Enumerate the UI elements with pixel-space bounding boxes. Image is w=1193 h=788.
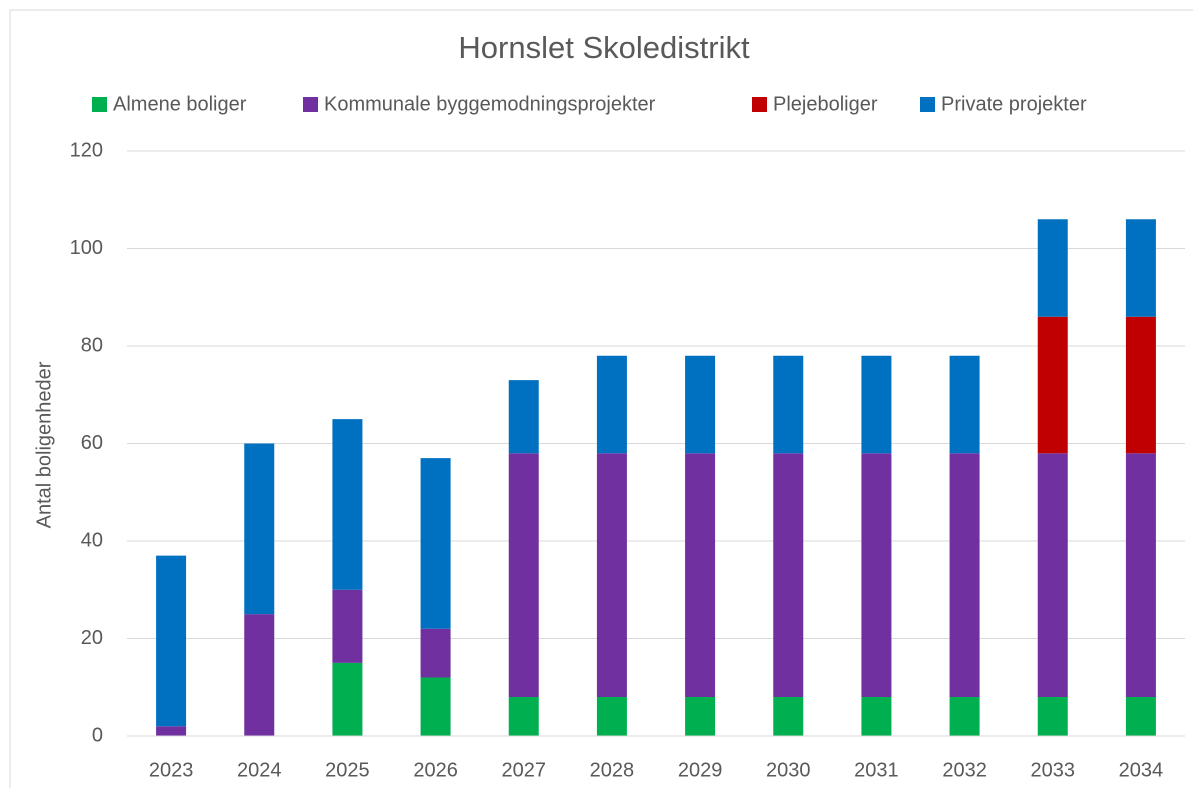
bar-segment bbox=[1037, 697, 1068, 736]
x-tick-label: 2030 bbox=[766, 759, 811, 781]
bar-segment bbox=[861, 453, 892, 697]
bar-segment bbox=[949, 697, 980, 736]
bar-segment bbox=[685, 355, 716, 454]
bar-segment bbox=[244, 614, 275, 736]
bar-segment bbox=[420, 458, 451, 629]
bar-segment bbox=[508, 380, 539, 454]
bar-segment bbox=[508, 453, 539, 697]
chart-title: Hornslet Skoledistrikt bbox=[458, 30, 750, 65]
bar-segment bbox=[332, 419, 363, 590]
bar-segment bbox=[244, 443, 275, 615]
bar-segment bbox=[1125, 697, 1156, 736]
y-axis-title: Antal boligenheder bbox=[33, 361, 55, 528]
legend-swatch bbox=[920, 97, 935, 112]
y-tick-label: 40 bbox=[81, 529, 103, 551]
bar-segment bbox=[596, 355, 627, 454]
x-tick-label: 2027 bbox=[502, 759, 547, 781]
legend-swatch bbox=[303, 97, 318, 112]
bar-segment bbox=[861, 355, 892, 454]
bar-segment bbox=[1037, 453, 1068, 697]
y-tick-label: 60 bbox=[81, 432, 103, 454]
bar-segment bbox=[949, 453, 980, 697]
bar-segment bbox=[332, 589, 363, 663]
x-tick-label: 2034 bbox=[1119, 759, 1164, 781]
bar-segment bbox=[508, 697, 539, 736]
x-tick-label: 2029 bbox=[678, 759, 723, 781]
legend-swatch bbox=[752, 97, 767, 112]
y-tick-label: 80 bbox=[81, 334, 103, 356]
bar-segment bbox=[420, 628, 451, 678]
bar-segment bbox=[773, 697, 804, 736]
chart-border bbox=[9, 9, 1193, 788]
bar-segment bbox=[420, 677, 451, 736]
bar-segment bbox=[156, 555, 187, 727]
bar-segment bbox=[1125, 453, 1156, 697]
legend-label: Kommunale byggemodningsprojekter bbox=[324, 93, 656, 115]
bar-segment bbox=[1125, 219, 1156, 317]
bar-segment bbox=[1125, 316, 1156, 454]
y-tick-label: 120 bbox=[70, 139, 103, 161]
bar-segment bbox=[596, 453, 627, 697]
bar-segment bbox=[156, 726, 187, 736]
x-tick-label: 2033 bbox=[1031, 759, 1076, 781]
legend-swatch bbox=[92, 97, 107, 112]
bar-segment bbox=[1037, 219, 1068, 317]
bar-segment bbox=[332, 662, 363, 736]
bar-segment bbox=[596, 697, 627, 736]
bar-segment bbox=[685, 453, 716, 697]
y-tick-label: 20 bbox=[81, 627, 103, 649]
y-tick-label: 0 bbox=[92, 724, 103, 746]
x-tick-label: 2026 bbox=[413, 759, 458, 781]
bar-segment bbox=[1037, 316, 1068, 454]
bar-segment bbox=[949, 355, 980, 454]
bar-segment bbox=[861, 697, 892, 736]
bar-segment bbox=[773, 453, 804, 697]
legend-label: Private projekter bbox=[941, 93, 1087, 115]
bar-segment bbox=[685, 697, 716, 736]
x-tick-label: 2028 bbox=[590, 759, 635, 781]
bar-segment bbox=[773, 355, 804, 454]
x-tick-label: 2023 bbox=[149, 759, 194, 781]
x-tick-label: 2031 bbox=[854, 759, 899, 781]
legend-label: Plejeboliger bbox=[773, 93, 878, 115]
x-tick-label: 2032 bbox=[942, 759, 987, 781]
x-tick-label: 2025 bbox=[325, 759, 370, 781]
x-tick-label: 2024 bbox=[237, 759, 282, 781]
legend-label: Almene boliger bbox=[113, 93, 247, 115]
y-tick-label: 100 bbox=[70, 237, 103, 259]
